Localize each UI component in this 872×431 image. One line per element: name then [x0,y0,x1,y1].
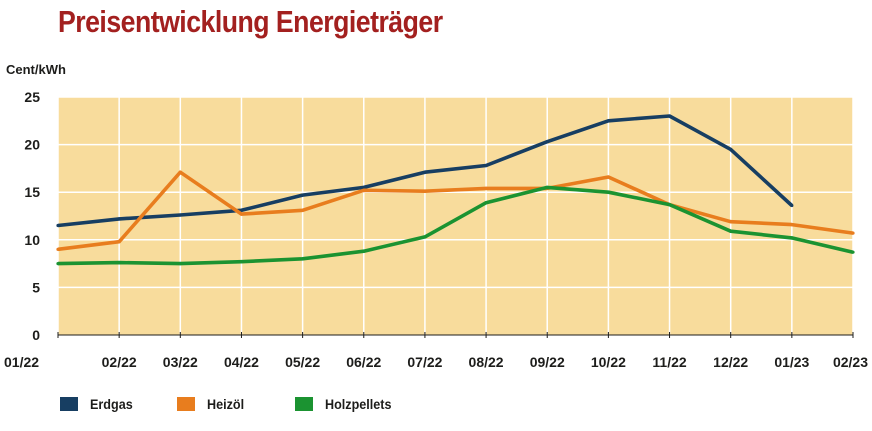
data-point-erdgas-2 [178,213,182,217]
data-point-holzpellets-4 [301,257,305,261]
legend-item-erdgas: Erdgas [60,396,137,412]
data-point-erdgas-7 [484,163,488,168]
data-point-holzpellets-5 [362,249,366,253]
legend-swatch-holzpellets [295,397,313,411]
y-axis-label: Cent/kWh [6,62,66,77]
data-point-holzpellets-1 [117,261,121,265]
y-tick-label-20: 20 [24,137,40,153]
data-point-heizoel-3 [239,212,244,216]
x-tick-label-11/22: 11/22 [652,354,686,370]
data-point-heizoel-7 [484,186,488,190]
x-tick-label-04/22: 04/22 [224,354,259,370]
y-tick-label-10: 10 [24,232,40,248]
data-point-heizoel-0 [56,247,60,251]
x-tick-label-01/23: 01/23 [774,354,809,370]
data-point-erdgas-1 [117,217,121,221]
data-point-erdgas-12 [790,203,794,208]
legend-label-holzpellets: Holzpellets [325,396,392,412]
data-point-holzpellets-7 [484,201,488,205]
data-point-erdgas-6 [423,170,427,174]
x-tick-label-07/22: 07/22 [407,354,442,370]
y-tick-label-5: 5 [32,279,40,295]
data-point-heizoel-13 [851,231,855,235]
legend-swatch-heizoel [177,397,195,411]
legend: Erdgas Heizöl Holzpellets [0,396,872,418]
data-point-erdgas-5 [362,185,366,190]
data-point-erdgas-3 [239,208,244,212]
data-point-heizoel-9 [606,175,610,179]
x-tick-label-03/22: 03/22 [163,354,198,370]
series-line-heizoel [57,170,854,252]
x-tick-label-02/23: 02/23 [833,354,868,370]
data-point-erdgas-10 [667,114,672,118]
data-point-holzpellets-12 [790,236,794,240]
x-tick-label-05/22: 05/22 [285,354,320,370]
plot-area: 0 5 10 15 20 25 Cent/kWh 01/22 02/22 03/22 04/22 05… [4,62,868,370]
y-tick-label-15: 15 [24,184,40,200]
data-point-erdgas-0 [56,223,60,228]
data-point-holzpellets-8 [545,185,549,190]
x-tick-label-02/22: 02/22 [102,354,137,370]
data-point-holzpellets-3 [239,260,244,264]
data-point-heizoel-6 [423,189,427,193]
legend-label-erdgas: Erdgas [90,396,133,412]
x-tick-label-12/22: 12/22 [713,354,748,370]
y-tick-label-25: 25 [24,89,40,105]
legend-swatch-erdgas [60,397,78,411]
data-point-erdgas-4 [301,193,305,197]
data-point-erdgas-8 [545,140,549,144]
data-point-heizoel-5 [362,188,366,192]
x-tick-label-01/22: 01/22 [4,354,39,370]
x-tick-label-06/22: 06/22 [346,354,381,370]
series-line-holzpellets [57,185,854,266]
data-point-heizoel-4 [301,208,305,212]
data-point-holzpellets-6 [423,235,427,239]
data-point-holzpellets-13 [851,250,855,254]
data-point-holzpellets-0 [56,262,60,266]
x-tick-label-10/22: 10/22 [591,354,626,370]
x-tick-label-08/22: 08/22 [469,354,504,370]
data-point-holzpellets-2 [178,262,182,266]
chart-title: Preisentwicklung Energieträger [58,4,443,39]
legend-label-heizoel: Heizöl [207,396,245,412]
data-point-holzpellets-10 [667,202,672,207]
data-point-holzpellets-11 [729,229,733,233]
legend-item-holzpellets: Holzpellets [295,396,399,412]
data-point-heizoel-11 [729,220,733,224]
data-point-erdgas-11 [729,147,733,151]
data-point-heizoel-12 [790,222,794,227]
data-point-holzpellets-9 [606,190,610,194]
legend-item-heizoel: Heizöl [177,396,248,412]
x-tick-label-09/22: 09/22 [530,354,565,370]
data-point-erdgas-9 [606,119,610,123]
data-point-heizoel-2 [178,170,182,174]
y-tick-label-0: 0 [32,327,40,343]
data-point-heizoel-1 [117,240,121,244]
